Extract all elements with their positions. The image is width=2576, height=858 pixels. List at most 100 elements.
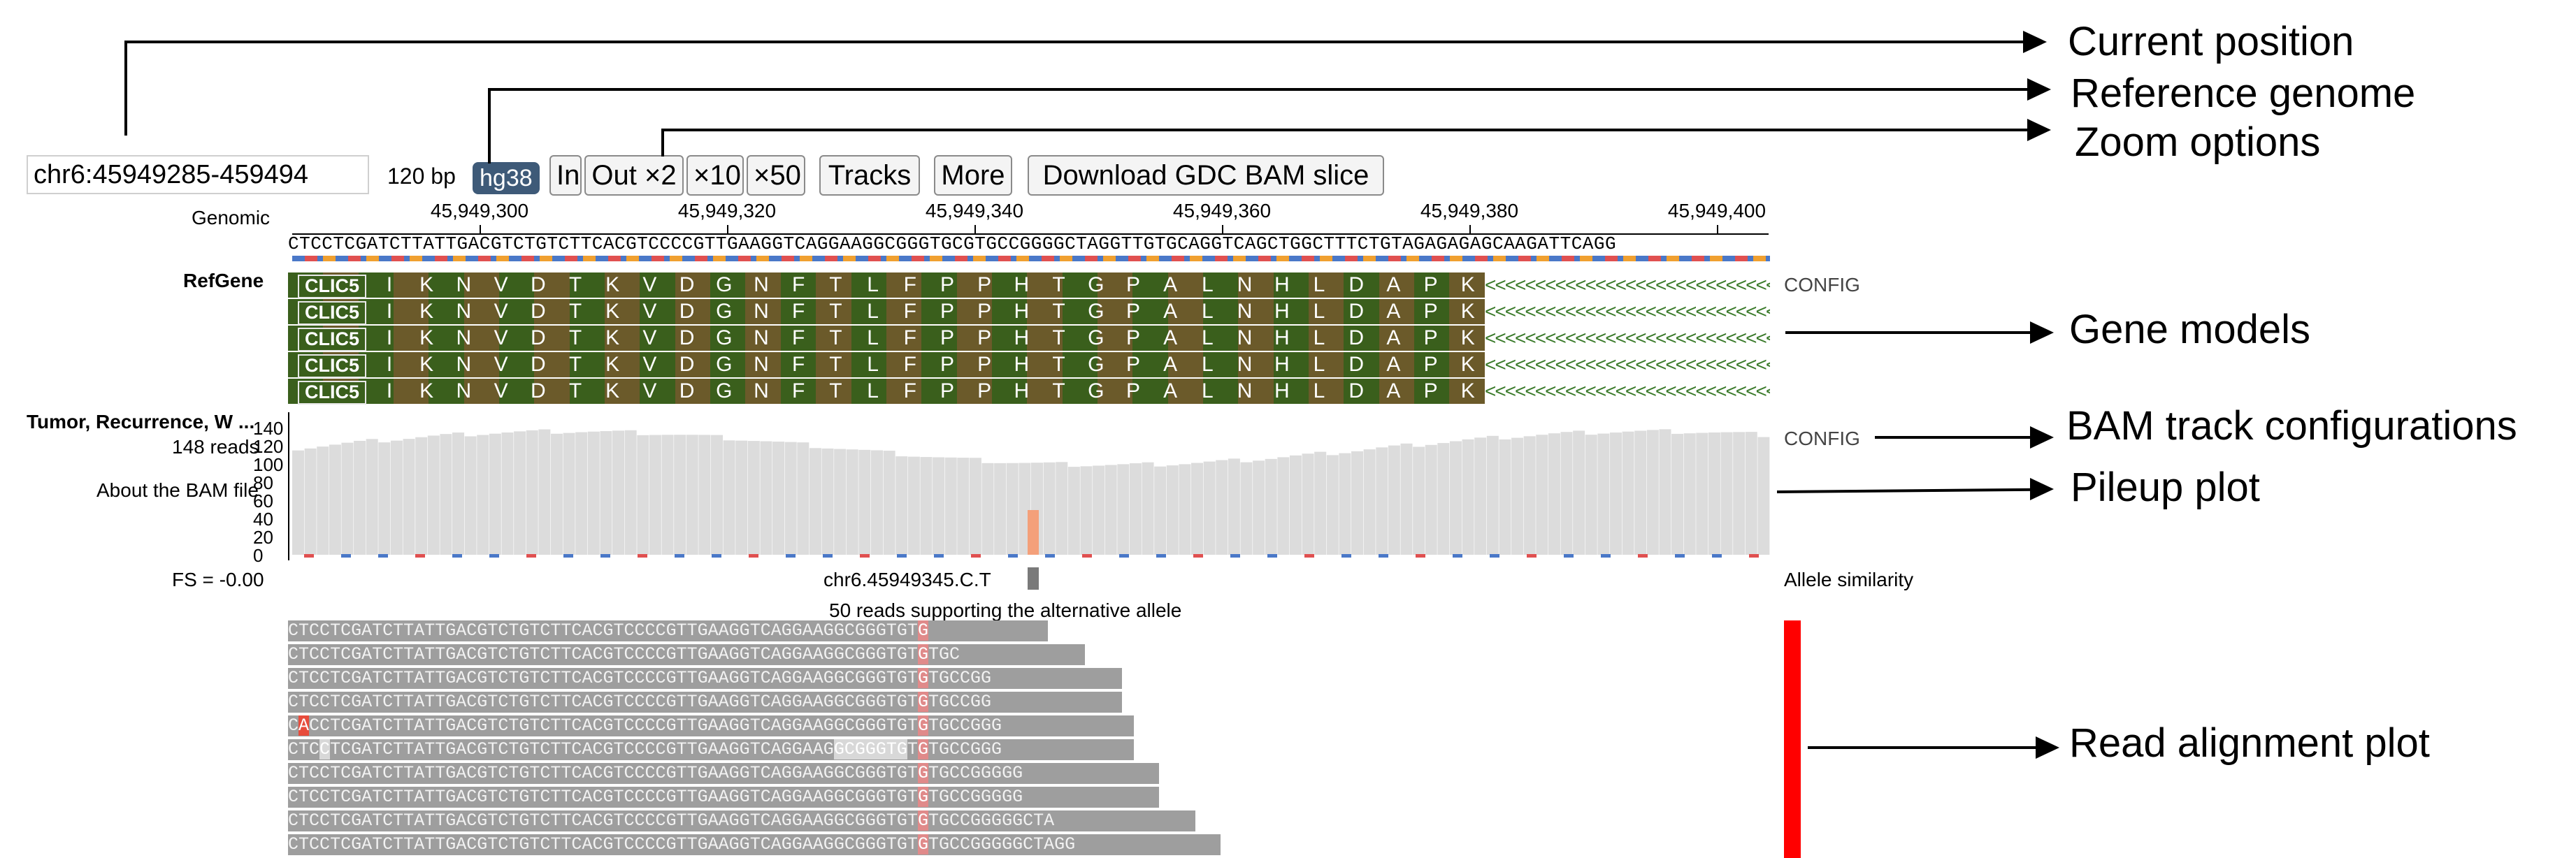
pileup-mismatch-mark: [1379, 554, 1388, 558]
gene-model-row[interactable]: CLIC5 I K N V D T K V D G N F T L F P P H T G P A L N H L D A P K R <<<<…: [288, 299, 1770, 326]
gene-name-label[interactable]: CLIC5: [298, 301, 367, 325]
gene-name-label[interactable]: CLIC5: [298, 381, 367, 405]
pileup-bar: [624, 430, 637, 555]
arrow-line-pileup: [1776, 488, 2036, 493]
gene-exon: [288, 352, 1485, 377]
variant-marker[interactable]: [1028, 567, 1039, 590]
pileup-mismatch-mark: [860, 554, 870, 558]
amino-acid: G: [1088, 379, 1104, 402]
amino-acid: A: [1163, 273, 1178, 296]
pileup-bar: [317, 446, 329, 555]
amino-acid: V: [494, 273, 508, 296]
ruler-tick-label: 45,949,380: [1420, 200, 1519, 221]
amino-acid: T: [829, 353, 842, 376]
gene-name-label[interactable]: CLIC5: [298, 328, 367, 351]
pileup-mismatch-mark: [1675, 554, 1685, 558]
pileup-bar: [1166, 465, 1179, 555]
gene-model-row[interactable]: CLIC5 I K N V D T K V D G N F T L F P P H T G P A L N H L D A P K R <<<<…: [288, 379, 1770, 405]
gene-model-row[interactable]: CLIC5 I K N V D T K V D G N F T L F P P H T G P A L N H L D A P K R <<<<…: [288, 326, 1770, 352]
amino-acid: H: [1014, 326, 1030, 349]
zoom-out-2-button[interactable]: Out ×2: [584, 155, 684, 196]
pileup-bar: [1609, 432, 1622, 555]
pileup-mismatch-mark: [1341, 554, 1351, 558]
tracks-button[interactable]: Tracks: [819, 155, 920, 196]
aligned-read[interactable]: CTCCTCGATCTTATTGACGTCTGTCTTCACGTCCCCGTTG…: [288, 834, 1221, 855]
pileup-alt-allele-bar[interactable]: [1028, 510, 1039, 555]
amino-acid: H: [1014, 300, 1030, 323]
amino-acid: L: [1313, 353, 1325, 376]
pileup-bar: [1154, 466, 1167, 555]
anno-reference-genome: Reference genome: [2071, 71, 2416, 116]
variant-label: chr6.45949345.C.T: [823, 569, 991, 590]
pileup-mismatch-mark: [897, 554, 907, 558]
ruler-tick: [480, 225, 481, 235]
pileup-plot[interactable]: [292, 412, 1770, 560]
aligned-read[interactable]: CTCCTCGATCTTATTGACGTCTGTCTTCACGTCCCCGTTG…: [288, 763, 1159, 784]
pileup-mismatch-mark: [600, 554, 610, 558]
amino-acid: L: [867, 273, 879, 296]
aligned-read[interactable]: CTCCTCGATCTTATTGACGTCTGTCTTCACGTCCCCGTTG…: [288, 787, 1159, 808]
amino-acid: T: [829, 273, 842, 296]
bam-config-button[interactable]: CONFIG: [1784, 428, 1860, 449]
pileup-y-tick: 100: [253, 454, 284, 475]
pileup-bar: [1302, 453, 1314, 555]
pileup-mismatch-mark: [489, 554, 499, 558]
pileup-bar: [1474, 437, 1487, 555]
pileup-bar: [1314, 451, 1327, 555]
pileup-bar: [994, 463, 1007, 555]
aligned-read[interactable]: CTCCTCGATCTTATTGACGTCTGTCTTCACGTCCCCGTTG…: [288, 810, 1196, 831]
pileup-bar: [489, 433, 501, 555]
gene-name-label[interactable]: CLIC5: [298, 275, 367, 298]
amino-acid: L: [1202, 326, 1214, 349]
aligned-read[interactable]: CTCCTCGATCTTATTGACGTCTGTCTTCACGTCCCCGTTG…: [288, 739, 1135, 760]
gene-model-row[interactable]: CLIC5 I K N V D T K V D G N F T L F P P H T G P A L N H L D A P K R <<<<…: [288, 352, 1770, 379]
amino-acid: V: [494, 326, 508, 349]
pileup-bar: [1720, 432, 1733, 555]
pileup-bar: [735, 440, 748, 555]
aligned-read[interactable]: CTCCTCGATCTTATTGACGTCTGTCTTCACGTCCCCGTTG…: [288, 620, 1048, 641]
amino-acid: N: [456, 379, 472, 402]
pileup-bar: [292, 450, 305, 555]
ruler-tick: [1222, 225, 1223, 235]
aligned-read[interactable]: CACCTCGATCTTATTGACGTCTGTCTTCACGTCCCCGTTG…: [288, 715, 1135, 736]
amino-acid: D: [530, 379, 546, 402]
about-bam-link[interactable]: About the BAM file: [96, 479, 259, 501]
arrow-head-icon: [2030, 321, 2054, 344]
amino-acid: G: [1088, 300, 1104, 323]
pileup-bar: [1462, 439, 1474, 555]
refgene-config-button[interactable]: CONFIG: [1784, 274, 1860, 296]
amino-acid: T: [1052, 273, 1065, 296]
amino-acid: L: [1313, 273, 1325, 296]
arrow-line-gene-models: [1785, 331, 2033, 334]
pileup-bar: [1253, 460, 1265, 555]
pileup-bar: [981, 463, 994, 555]
pileup-bar: [1413, 446, 1425, 555]
aligned-read[interactable]: CTCCTCGATCTTATTGACGTCTGTCTTCACGTCCCCGTTG…: [288, 692, 1122, 713]
pileup-bar: [1511, 437, 1524, 555]
download-bam-button[interactable]: Download GDC BAM slice: [1028, 155, 1384, 196]
amino-acid: V: [494, 353, 508, 376]
gene-name-label[interactable]: CLIC5: [298, 354, 367, 378]
pileup-bar: [600, 430, 612, 555]
zoom-out-10-button[interactable]: ×10: [686, 155, 744, 196]
amino-acid: G: [716, 273, 733, 296]
more-button[interactable]: More: [934, 155, 1012, 196]
pileup-bar: [575, 432, 588, 555]
zoom-in-button[interactable]: In: [549, 155, 582, 196]
amino-acid: K: [1460, 273, 1475, 296]
ruler-tick: [1469, 225, 1471, 235]
aligned-read[interactable]: CTCCTCGATCTTATTGACGTCTGTCTTCACGTCCCCGTTG…: [288, 668, 1122, 689]
pileup-bar: [1265, 458, 1277, 555]
pileup-bar: [1191, 463, 1204, 555]
amino-acid: A: [1163, 326, 1178, 349]
coordinate-input[interactable]: [27, 155, 369, 194]
genome-badge[interactable]: hg38: [473, 162, 540, 194]
aligned-read[interactable]: CTCCTCGATCTTATTGACGTCTGTCTTCACGTCCCCGTTG…: [288, 644, 1085, 665]
pileup-mismatch-mark: [1453, 554, 1462, 558]
gene-model-row[interactable]: CLIC5 I K N V D T K V D G N F T L F P P H T G P A L N H L D A P K R <<<<…: [288, 272, 1770, 299]
amino-acid: K: [605, 326, 620, 349]
pileup-mismatch-mark: [971, 554, 981, 558]
zoom-out-50-button[interactable]: ×50: [747, 155, 805, 196]
pileup-bar: [341, 442, 354, 555]
ruler-axis: [292, 233, 1769, 235]
